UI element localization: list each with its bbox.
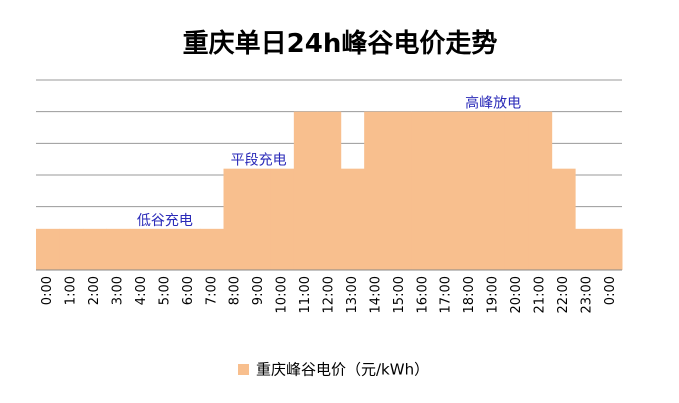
x-tick-label: 0:00	[603, 276, 618, 305]
bar	[129, 228, 154, 270]
bar	[59, 228, 84, 270]
bar	[551, 168, 576, 270]
bar	[106, 228, 131, 270]
x-tick-label: 15:00	[392, 276, 407, 313]
bar	[270, 168, 295, 270]
x-tick-label: 9:00	[251, 276, 266, 305]
bar	[82, 228, 107, 270]
x-tick-label: 14:00	[368, 276, 383, 313]
x-tick-label: 23:00	[579, 276, 594, 313]
bar	[575, 228, 600, 270]
x-tick-label: 11:00	[298, 276, 313, 313]
x-tick-label: 1:00	[64, 276, 79, 305]
bar	[176, 228, 201, 270]
x-tick-label: 22:00	[556, 276, 571, 313]
bar	[528, 111, 553, 271]
bar	[598, 228, 623, 270]
x-tick-label: 3:00	[111, 276, 126, 305]
bar	[387, 111, 412, 271]
x-tick-label: 0:00	[40, 276, 55, 305]
x-tick-label: 20:00	[509, 276, 524, 313]
bar	[200, 228, 225, 270]
annotation: 平段充电	[231, 153, 287, 169]
legend-swatch	[238, 364, 249, 375]
bar	[223, 168, 248, 270]
x-tick-label: 18:00	[462, 276, 477, 313]
x-tick-label: 12:00	[322, 276, 337, 313]
chart-title: 重庆单日24h峰谷电价走势	[183, 28, 498, 59]
annotation: 低谷充电	[137, 213, 193, 229]
x-tick-label: 5:00	[157, 276, 172, 305]
x-tick-label: 19:00	[486, 276, 501, 313]
bar	[504, 111, 529, 271]
bar	[457, 111, 482, 271]
bar	[481, 111, 506, 271]
x-tick-label: 2:00	[87, 276, 102, 305]
bar	[340, 168, 365, 270]
annotation: 高峰放电	[465, 95, 521, 112]
x-tick-label: 7:00	[204, 276, 219, 305]
bar	[364, 111, 389, 271]
x-tick-label: 21:00	[532, 276, 547, 313]
x-tick-label: 17:00	[439, 276, 454, 313]
bar	[153, 228, 178, 270]
x-tick-label: 6:00	[181, 276, 196, 305]
x-tick-label: 16:00	[415, 276, 430, 313]
bar	[317, 111, 342, 271]
bar	[434, 111, 459, 271]
x-tick-label: 13:00	[345, 276, 360, 313]
x-tick-label: 4:00	[134, 276, 149, 305]
x-tick-label: 8:00	[228, 276, 243, 305]
legend-label: 重庆峰谷电价（元/kWh）	[256, 361, 429, 379]
x-tick-label: 10:00	[275, 276, 290, 313]
bar	[246, 168, 271, 270]
bar	[36, 228, 60, 270]
bar	[411, 111, 435, 271]
bar	[293, 111, 318, 271]
